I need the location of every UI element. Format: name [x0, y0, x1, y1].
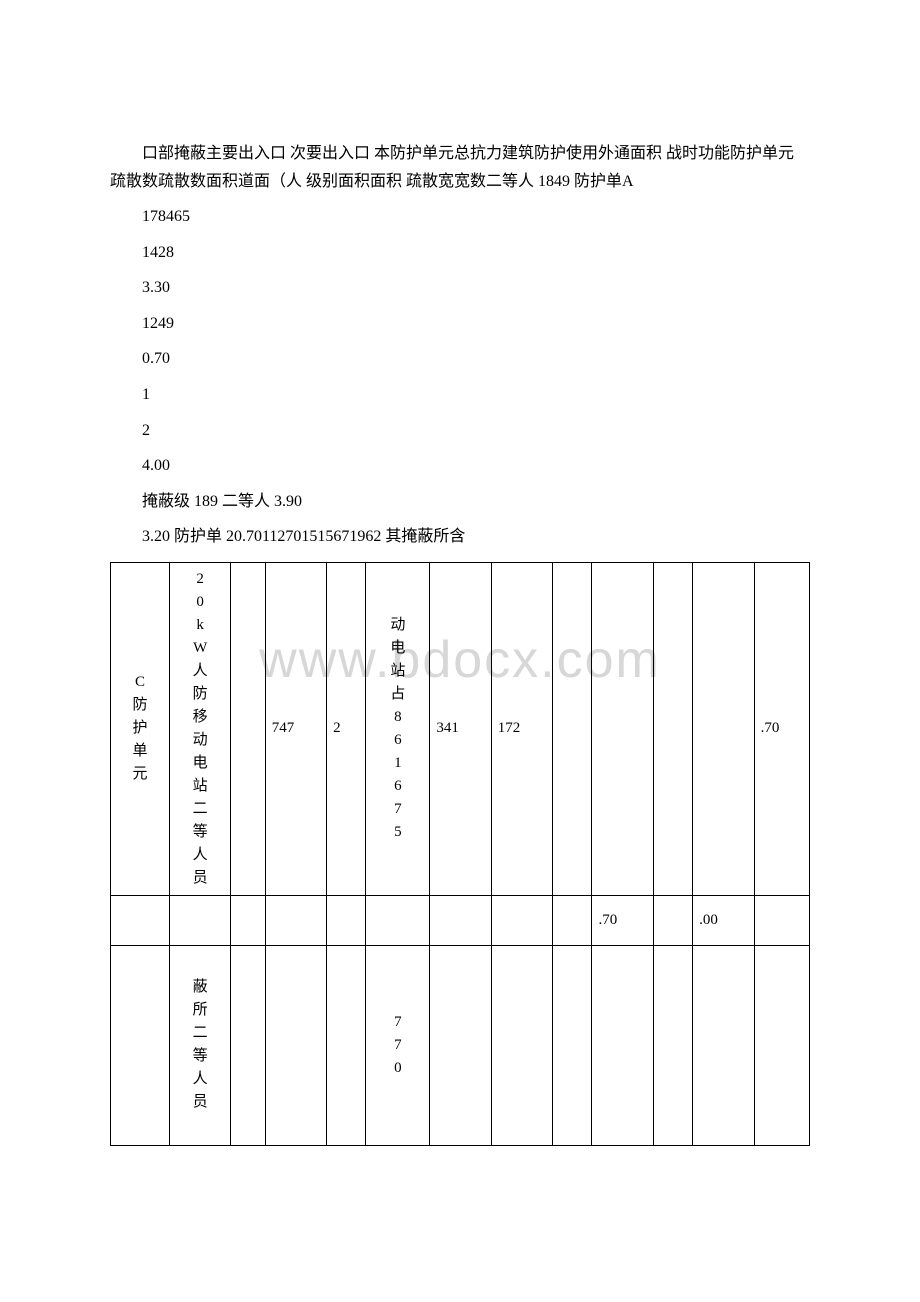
table-cell: .70 — [592, 895, 653, 945]
table-cell — [693, 562, 754, 895]
table-cell: 341 — [430, 562, 491, 895]
table-cell — [231, 562, 265, 895]
data-line-7: 2 — [110, 416, 810, 446]
vertical-text: 蔽所二等人员 — [176, 977, 224, 1113]
table-cell: 20kW人防移动电站二等人员 — [169, 562, 230, 895]
table-body: C防护单元 20kW人防移动电站二等人员 7472动电站占861675341172.… — [111, 562, 810, 1145]
table-cell — [265, 945, 326, 1145]
data-line-10: 3.20 防护单 20.70112701515671962 其掩蔽所含 — [110, 522, 810, 552]
data-line-4: 1249 — [110, 309, 810, 339]
table-cell: 770 — [366, 945, 430, 1145]
table-cell — [653, 895, 692, 945]
table-cell — [491, 945, 552, 1145]
table-cell: 蔽所二等人员 — [169, 945, 230, 1145]
table-cell — [327, 895, 366, 945]
table-cell — [265, 895, 326, 945]
table-cell — [754, 945, 809, 1145]
table-cell: C防护单元 — [111, 562, 170, 895]
vertical-text: 770 — [372, 1012, 423, 1079]
vertical-text: 动电站占861675 — [372, 615, 423, 843]
table-cell — [653, 945, 692, 1145]
data-line-1: 178465 — [110, 202, 810, 232]
table-cell — [592, 562, 653, 895]
table-cell — [231, 945, 265, 1145]
table-cell — [430, 945, 491, 1145]
data-line-9: 掩蔽级 189 二等人 3.90 — [110, 487, 810, 517]
data-line-3: 3.30 — [110, 273, 810, 303]
table-row: C防护单元 20kW人防移动电站二等人员 7472动电站占861675341172.… — [111, 562, 810, 895]
table-cell: .70 — [754, 562, 809, 895]
table-cell — [553, 895, 592, 945]
vertical-text: 20kW人防移动电站二等人员 — [176, 569, 224, 889]
data-line-6: 1 — [110, 380, 810, 410]
table-cell — [553, 562, 592, 895]
vertical-text: C防护单元 — [117, 672, 163, 785]
table-cell: 747 — [265, 562, 326, 895]
document-page: 口部掩蔽主要出入口 次要出入口 本防护单元总抗力建筑防护使用外通面积 战时功能防… — [0, 0, 920, 1302]
data-line-5: 0.70 — [110, 344, 810, 374]
table-cell — [592, 945, 653, 1145]
data-table: C防护单元 20kW人防移动电站二等人员 7472动电站占861675341172.… — [110, 562, 810, 1146]
table-cell — [754, 895, 809, 945]
table-cell — [491, 895, 552, 945]
table-cell: .00 — [693, 895, 754, 945]
paragraph-intro: 口部掩蔽主要出入口 次要出入口 本防护单元总抗力建筑防护使用外通面积 战时功能防… — [110, 140, 810, 196]
table-cell: 172 — [491, 562, 552, 895]
table-cell — [231, 895, 265, 945]
table-cell — [111, 895, 170, 945]
data-line-2: 1428 — [110, 238, 810, 268]
table-cell — [169, 895, 230, 945]
table-cell — [366, 895, 430, 945]
table-cell: 2 — [327, 562, 366, 895]
table-cell — [653, 562, 692, 895]
table-cell — [693, 945, 754, 1145]
table-cell — [111, 945, 170, 1145]
table-cell — [430, 895, 491, 945]
table-row: 蔽所二等人员 770 — [111, 945, 810, 1145]
data-line-8: 4.00 — [110, 451, 810, 481]
table-cell — [327, 945, 366, 1145]
table-row: .70 .00 — [111, 895, 810, 945]
table-cell — [553, 945, 592, 1145]
table-cell: 动电站占861675 — [366, 562, 430, 895]
